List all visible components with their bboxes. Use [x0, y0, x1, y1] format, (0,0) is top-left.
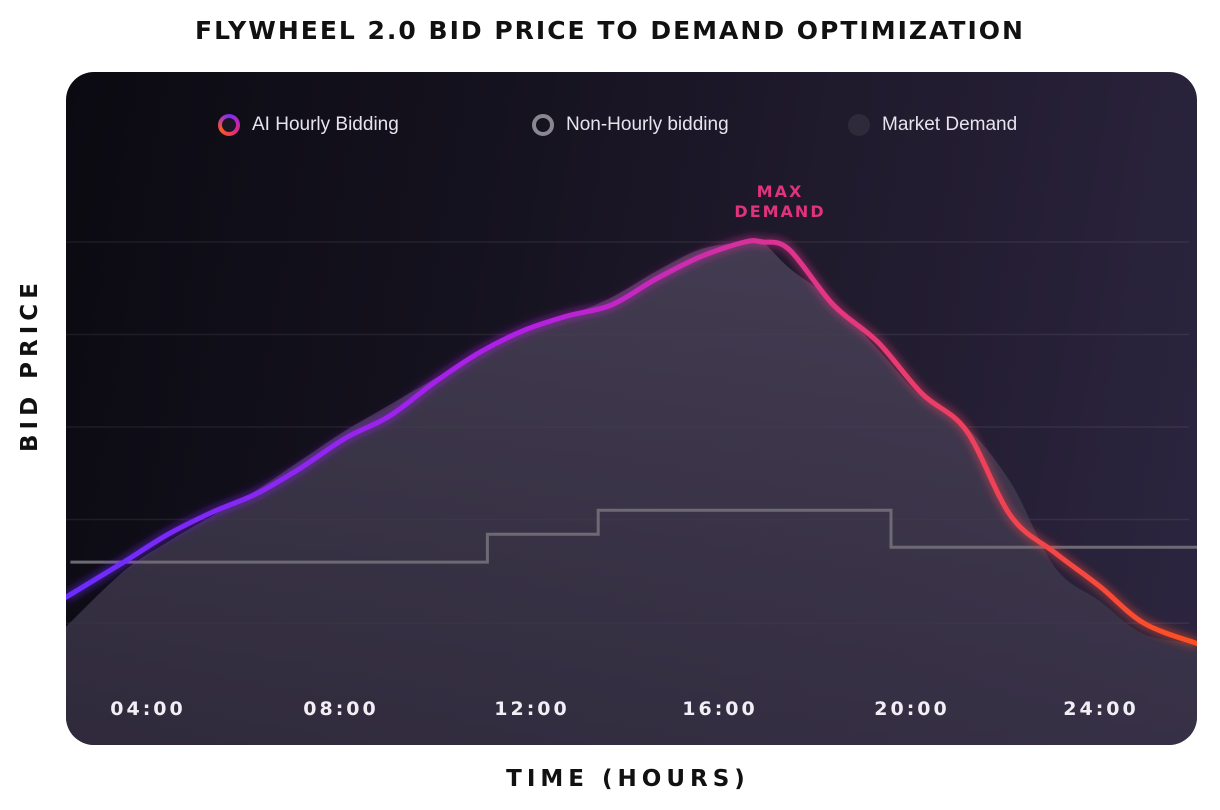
y-axis-label: BID PRICE — [17, 278, 43, 452]
legend-label-market-demand: Market Demand — [882, 114, 1018, 135]
market-demand-area — [66, 239, 1197, 745]
legend-label-ai-hourly: AI Hourly Bidding — [252, 114, 399, 135]
x-tick-label: 08:00 — [303, 698, 379, 720]
x-tick-label: 24:00 — [1063, 698, 1139, 720]
x-tick-label: 16:00 — [682, 698, 758, 720]
legend-swatch-market-demand — [848, 114, 870, 136]
x-tick-label: 04:00 — [110, 698, 186, 720]
x-tick-label: 12:00 — [494, 698, 570, 720]
max-demand-line2: DEMAND — [734, 202, 826, 221]
x-axis-label: TIME (HOURS) — [506, 766, 750, 792]
max-demand-annotation: MAX DEMAND — [720, 182, 840, 222]
chart-panel: AI Hourly Bidding Non-Hourly bidding Mar… — [66, 72, 1197, 745]
legend-item-market-demand: Market Demand — [848, 114, 1017, 136]
legend-item-non-hourly: Non-Hourly bidding — [532, 114, 729, 136]
plot-area — [66, 235, 1197, 745]
legend-swatch-non-hourly — [532, 114, 554, 136]
ai-hourly-bidding-line — [66, 238, 1197, 646]
legend-label-non-hourly: Non-Hourly bidding — [566, 114, 729, 135]
legend-item-ai-hourly: AI Hourly Bidding — [218, 114, 399, 136]
x-tick-label: 20:00 — [874, 698, 950, 720]
non-hourly-bidding-line — [70, 508, 1197, 564]
chart-title: FLYWHEEL 2.0 BID PRICE TO DEMAND OPTIMIZ… — [195, 16, 1025, 45]
max-demand-line1: MAX — [756, 182, 804, 201]
legend: AI Hourly Bidding Non-Hourly bidding Mar… — [66, 114, 1197, 144]
legend-swatch-ai-hourly — [218, 114, 240, 136]
